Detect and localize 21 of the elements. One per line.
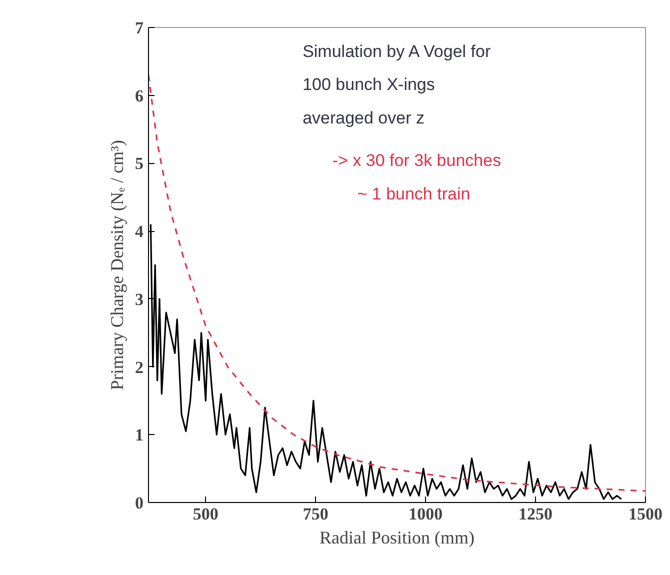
x-axis-title: Radial Position (mm) [320,528,475,548]
y-tick-label: 3 [135,290,144,309]
line-series [148,74,646,492]
y-tick-label: 7 [135,18,144,38]
annotation: Simulation by A Vogel for [302,42,491,61]
x-tick-label: 750 [302,504,328,524]
annotation: ~ 1 bunch train [357,184,470,204]
y-tick-label: 5 [135,154,144,174]
x-tick-label: 1500 [628,504,662,524]
annotation: averaged over z [302,108,424,128]
y-tick-label: 6 [135,86,144,106]
annotation: -> x 30 for 3k bunches [332,151,502,170]
y-tick-label: 1 [135,426,144,445]
x-tick-label: 1000 [408,504,443,524]
y-tick-label: 2 [135,358,144,377]
x-tick-label: 1250 [518,504,553,524]
x-tick-label: 500 [192,504,218,524]
y-axis-title: Primary Charge Density (Nₑ / cm³) [107,140,127,390]
y-tick-label: 4 [135,222,144,242]
y-tick-label: 0 [135,494,144,512]
annotation: 100 bunch X-ings [302,75,435,94]
